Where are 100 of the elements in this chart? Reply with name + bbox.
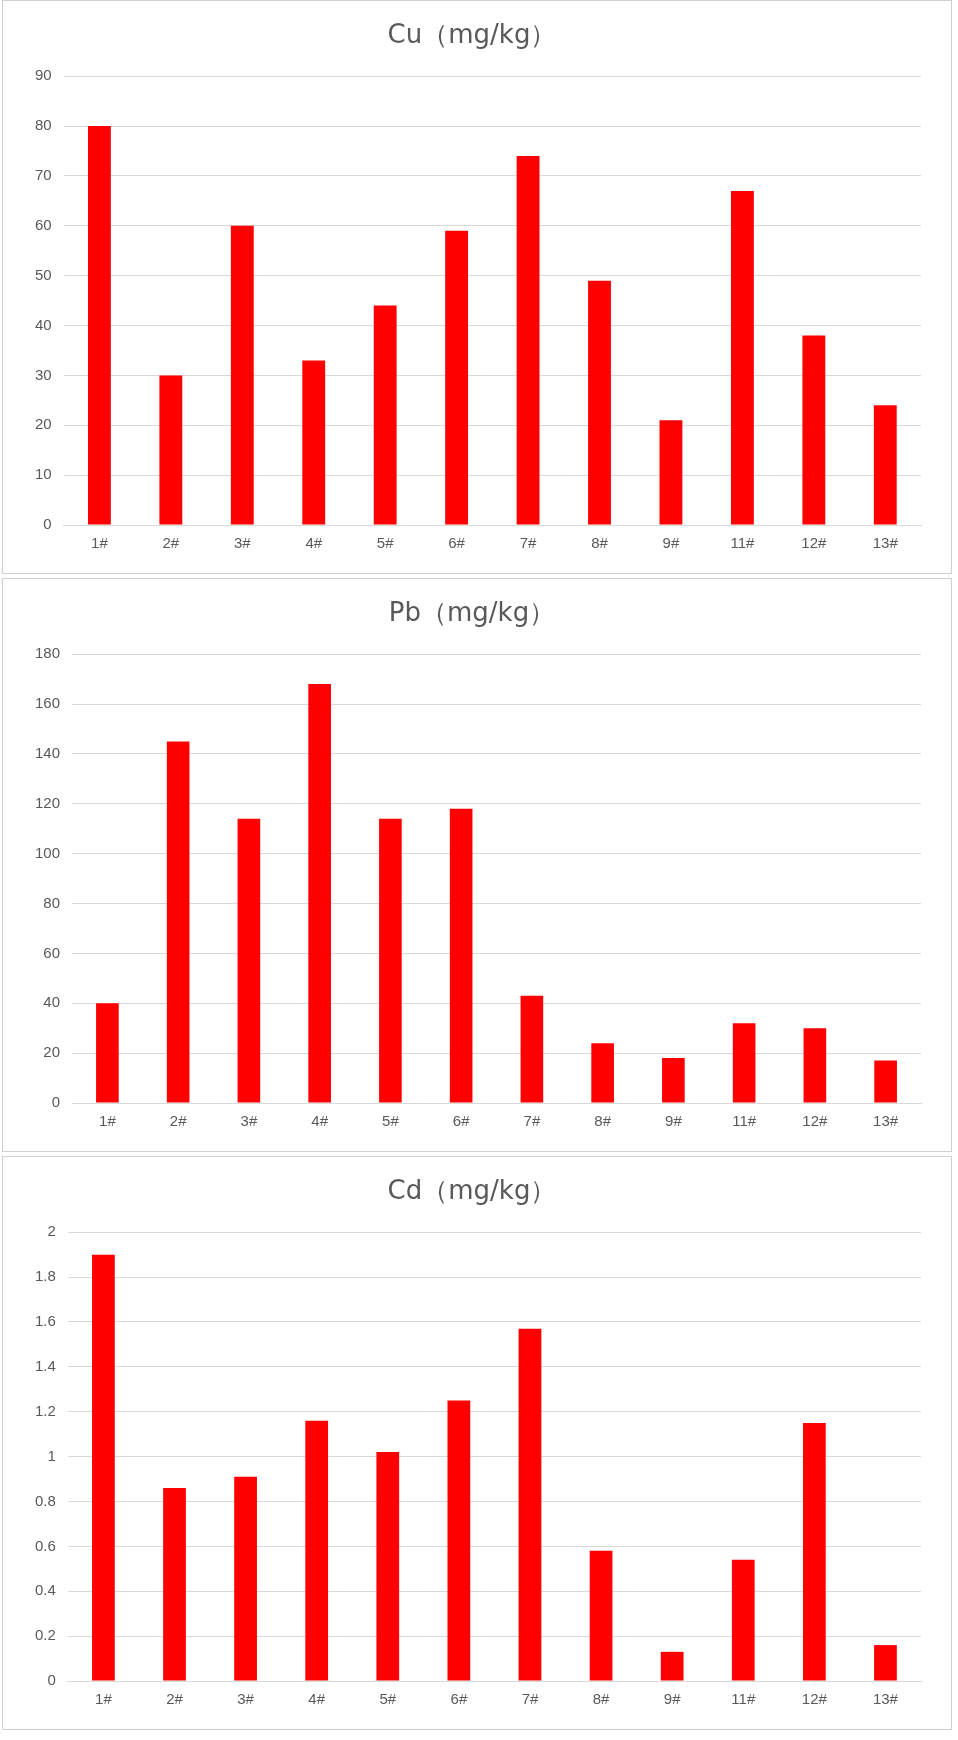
x-tick-label: 9#	[663, 1690, 682, 1708]
y-tick-label: 1.6	[34, 1312, 56, 1330]
y-tick-label: 100	[35, 843, 61, 861]
bar	[379, 818, 402, 1103]
y-tick-label: 180	[35, 644, 61, 662]
bar	[803, 1028, 827, 1103]
bar	[516, 155, 540, 525]
bar	[230, 225, 254, 525]
x-tick-label: 11#	[732, 1112, 757, 1130]
bar	[87, 126, 111, 525]
bar	[874, 1645, 897, 1681]
y-tick-label: 20	[43, 1043, 61, 1061]
bar	[166, 741, 190, 1103]
y-tick-label: 2	[47, 1222, 56, 1240]
bar	[873, 405, 897, 525]
x-tick-label: 12#	[802, 1112, 829, 1130]
y-tick-label: 50	[35, 265, 52, 283]
y-tick-label: 10	[35, 465, 52, 483]
y-tick-label: 120	[35, 793, 61, 811]
x-tick-label: 2#	[166, 1690, 184, 1708]
bar	[449, 808, 473, 1103]
y-tick-label: 0	[51, 1093, 61, 1111]
x-tick-label: 1#	[91, 534, 109, 552]
y-tick-label: 0.8	[34, 1491, 56, 1509]
x-tick-label: 11#	[730, 534, 755, 552]
bar	[662, 1058, 685, 1103]
y-tick-label: 60	[43, 943, 61, 961]
x-tick-label: 13#	[873, 1112, 899, 1130]
x-tick-label: 5#	[382, 1112, 400, 1130]
x-tick-label: 5#	[379, 1690, 397, 1708]
bar	[159, 375, 183, 525]
x-tick-label: 9#	[662, 534, 680, 552]
x-tick-label: 12#	[801, 1690, 828, 1708]
bar	[659, 420, 683, 525]
x-tick-label: 3#	[233, 534, 252, 552]
y-tick-label: 1.8	[34, 1267, 56, 1285]
x-tick-label: 3#	[237, 1690, 255, 1708]
x-tick-label: 6#	[448, 534, 466, 552]
bar	[305, 1420, 329, 1681]
x-tick-label: 7#	[523, 1112, 541, 1130]
bar	[520, 995, 544, 1103]
chart-title: Pb（mg/kg）	[388, 597, 556, 628]
y-tick-label: 20	[35, 415, 52, 433]
chart-title: Cu（mg/kg）	[387, 19, 557, 50]
bar	[302, 360, 326, 525]
x-tick-label: 7#	[521, 1690, 539, 1708]
bar	[163, 1488, 186, 1681]
x-tick-label: 3#	[240, 1112, 258, 1130]
y-tick-label: 60	[35, 215, 52, 233]
y-tick-label: 160	[35, 694, 61, 712]
bar	[234, 1476, 257, 1681]
x-tick-label: 11#	[731, 1690, 756, 1708]
bar	[589, 1550, 613, 1681]
y-tick-label: 80	[43, 893, 61, 911]
bar	[96, 1003, 119, 1103]
x-tick-label: 13#	[872, 534, 899, 552]
x-tick-label: 6#	[450, 1690, 468, 1708]
bar	[802, 335, 826, 525]
y-tick-label: 140	[35, 744, 61, 762]
x-tick-label: 6#	[452, 1112, 471, 1130]
x-tick-label: 1#	[99, 1112, 117, 1130]
bar	[591, 1043, 614, 1103]
bar	[445, 230, 469, 525]
y-tick-label: 1.2	[34, 1401, 56, 1419]
x-tick-label: 2#	[169, 1112, 188, 1130]
y-tick-label: 0.4	[34, 1581, 56, 1599]
bar	[731, 1559, 755, 1681]
bar	[660, 1651, 684, 1681]
y-tick-label: 40	[35, 315, 52, 333]
bar	[518, 1328, 542, 1681]
x-tick-label: 8#	[592, 1690, 611, 1708]
y-tick-label: 1	[47, 1446, 56, 1464]
y-tick-label: 0.2	[34, 1626, 56, 1644]
bar	[308, 684, 331, 1103]
bar	[447, 1400, 471, 1681]
x-tick-label: 1#	[95, 1690, 113, 1708]
x-tick-label: 2#	[162, 534, 180, 552]
x-tick-label: 8#	[594, 1112, 612, 1130]
x-tick-label: 13#	[872, 1690, 899, 1708]
y-tick-label: 90	[35, 66, 52, 84]
bar	[588, 280, 611, 525]
x-tick-label: 5#	[376, 534, 395, 552]
x-tick-label: 4#	[311, 1112, 329, 1130]
x-tick-label: 4#	[308, 1690, 326, 1708]
x-tick-label: 12#	[801, 534, 827, 552]
y-tick-label: 80	[35, 116, 52, 134]
bar	[376, 1452, 400, 1681]
bar	[730, 190, 754, 525]
y-tick-label: 0.6	[34, 1536, 56, 1554]
y-tick-label: 30	[35, 365, 52, 383]
y-tick-label: 0	[47, 1671, 56, 1689]
chart-title: Cd（mg/kg）	[387, 1175, 557, 1206]
x-tick-label: 8#	[591, 534, 609, 552]
bar	[874, 1060, 897, 1103]
x-tick-label: 4#	[305, 534, 323, 552]
x-tick-label: 9#	[665, 1112, 683, 1130]
bar	[732, 1023, 756, 1103]
y-tick-label: 0	[43, 515, 52, 533]
y-tick-label: 1.4	[34, 1356, 56, 1374]
y-tick-label: 40	[43, 993, 61, 1011]
